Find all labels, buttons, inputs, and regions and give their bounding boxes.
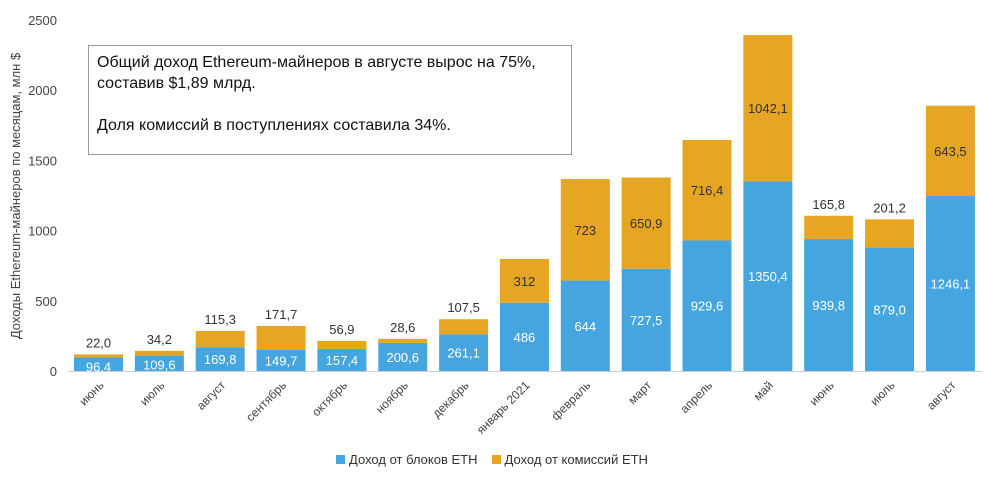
bar-blocks [134, 355, 184, 371]
data-label-fees: 1042,1 [748, 101, 788, 116]
data-label-fees: 107,5 [447, 300, 480, 315]
x-tick-label: июль [137, 378, 167, 408]
data-label-fees: 34,2 [147, 332, 172, 347]
data-label-blocks: 169,8 [204, 352, 237, 367]
data-label-fees: 56,9 [329, 322, 354, 337]
bar-fees [499, 258, 549, 303]
x-tick-label: ноябрь [373, 378, 411, 416]
legend-swatch-fees [491, 455, 501, 464]
bar-fees [317, 340, 367, 349]
x-tick-label: июнь [77, 378, 107, 408]
y-tick-label: 0 [50, 364, 57, 379]
bar-blocks [439, 334, 489, 371]
bar-fees [195, 330, 245, 348]
data-label-blocks: 644 [574, 319, 596, 334]
bar-blocks [499, 302, 549, 371]
data-label-blocks: 1350,4 [748, 269, 788, 284]
bar-fees [743, 35, 793, 182]
data-label-fees: 115,3 [204, 312, 236, 327]
x-tick-label: апрель [677, 378, 715, 416]
y-tick-label: 500 [35, 294, 57, 309]
data-label-fees: 28,6 [390, 320, 415, 335]
bar-fees [256, 325, 306, 350]
x-tick-label: январь 2021 [474, 378, 533, 437]
x-tick-label: август [194, 378, 229, 413]
bar-blocks [317, 348, 367, 371]
bar-fees [682, 139, 732, 241]
data-label-blocks: 879,0 [873, 302, 906, 317]
bar-blocks [256, 349, 306, 371]
legend: Доход от блоков ETH Доход от комиссий ET… [0, 452, 984, 467]
x-tick-label: сентябрь [243, 378, 289, 424]
bar-fees [439, 319, 489, 335]
x-tick-label: март [625, 378, 654, 407]
bar-blocks [743, 181, 793, 371]
bar-fees [925, 105, 975, 197]
x-tick-label: август [924, 378, 959, 413]
data-label-fees: 165,8 [812, 197, 845, 212]
y-tick-label: 2500 [28, 13, 57, 28]
bar-fees [865, 219, 915, 248]
legend-label-fees: Доход от комиссий ETH [504, 452, 648, 467]
x-tick-label: октябрь [309, 378, 350, 419]
data-label-blocks: 486 [514, 330, 536, 345]
data-label-fees: 22,0 [86, 335, 111, 350]
y-tick-label: 1500 [28, 153, 57, 168]
x-tick-label: июль [867, 378, 897, 408]
data-label-blocks: 1246,1 [931, 277, 971, 292]
data-label-blocks: 157,4 [326, 353, 359, 368]
x-tick-label: декабрь [430, 378, 472, 420]
bar-blocks [865, 247, 915, 371]
bar-blocks [195, 347, 245, 371]
data-label-blocks: 929,6 [691, 299, 724, 314]
data-label-blocks: 200,6 [386, 350, 419, 365]
data-label-fees: 716,4 [691, 183, 724, 198]
data-label-blocks: 109,6 [143, 358, 176, 373]
data-label-fees: 312 [514, 274, 536, 289]
bar-blocks [560, 280, 610, 371]
data-label-blocks: 261,1 [447, 346, 480, 361]
data-label-blocks: 96,4 [86, 359, 111, 374]
y-axis-label: Доходы Ethereum-майнеров по месяцам, млн… [8, 52, 23, 339]
bar-fees [804, 215, 854, 240]
data-label-fees: 201,2 [873, 200, 906, 215]
y-tick-label: 2000 [28, 83, 57, 98]
bar-blocks [925, 196, 975, 371]
bar-fees [560, 179, 610, 281]
data-label-fees: 171,7 [265, 307, 298, 322]
data-label-blocks: 939,8 [812, 298, 845, 313]
bar-blocks [682, 240, 732, 371]
annotation-box: Общий доход Ethereum-майнеров в августе … [88, 45, 572, 155]
legend-label-blocks: Доход от блоков ETH [349, 452, 478, 467]
annotation-line-2: Доля комиссий в поступлениях составила 3… [97, 117, 451, 134]
bar-blocks [74, 357, 123, 371]
data-label-fees: 650,9 [630, 216, 663, 231]
x-tick-label: февраль [548, 378, 593, 423]
data-label-fees: 643,5 [934, 144, 967, 159]
annotation-line-1: Общий доход Ethereum-майнеров в августе … [97, 54, 536, 92]
bar-blocks [804, 239, 854, 371]
bar-fees [621, 177, 671, 269]
legend-swatch-blocks [336, 455, 346, 464]
bar-fees [378, 338, 428, 343]
x-tick-label: май [751, 378, 776, 403]
legend-item-fees: Доход от комиссий ETH [491, 452, 648, 467]
x-tick-label: июнь [807, 378, 837, 408]
data-label-blocks: 149,7 [265, 353, 298, 368]
bar-fees [74, 354, 123, 358]
bar-blocks [378, 342, 428, 371]
y-tick-label: 1000 [28, 224, 57, 239]
legend-item-blocks: Доход от блоков ETH [336, 452, 478, 467]
data-label-fees: 723 [574, 223, 596, 238]
bar-fees [134, 350, 184, 356]
data-label-blocks: 727,5 [630, 313, 663, 328]
bar-blocks [621, 268, 671, 371]
